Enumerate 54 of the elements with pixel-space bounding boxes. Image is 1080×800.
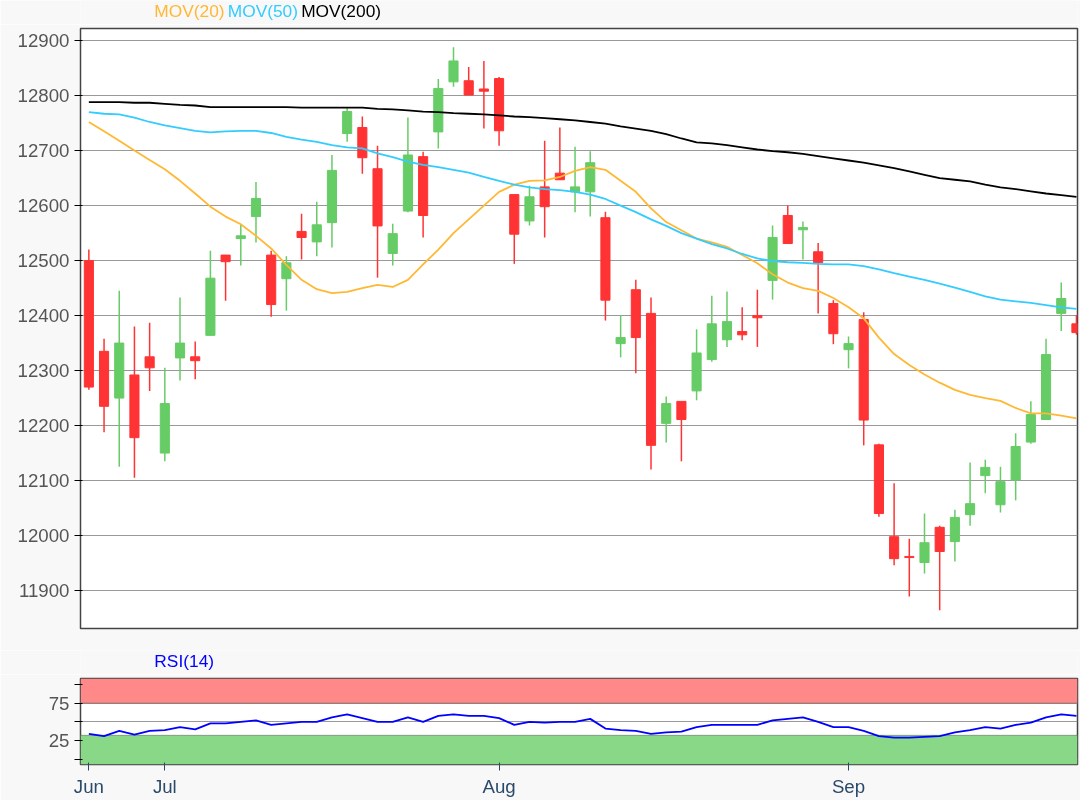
x-tick-label: Jun — [73, 775, 104, 797]
y-tick-label: 25 — [48, 730, 70, 752]
y-tick-label: 12100 — [17, 470, 70, 492]
x-tick-label: Sep — [831, 775, 866, 797]
x-tick-label: Aug — [482, 775, 516, 797]
line-series — [87, 713, 1078, 739]
candlestick — [889, 482, 900, 567]
candlestick — [676, 400, 687, 463]
line-series — [87, 121, 1078, 420]
y-tick-label: 12600 — [17, 195, 70, 217]
text: MOV(20) — [154, 0, 225, 21]
y-tick-label: 12000 — [17, 525, 70, 547]
candlestick — [387, 222, 398, 267]
candlestick — [965, 461, 976, 527]
line-series — [87, 101, 1078, 198]
y-tick-label: 12300 — [17, 360, 70, 382]
candlestick — [615, 314, 626, 359]
candlestick — [220, 254, 231, 302]
candlestick — [904, 538, 915, 598]
candlestick — [235, 224, 246, 267]
candlestick — [296, 213, 307, 261]
text: MOV(200) — [301, 0, 382, 21]
y-tick-label: 12900 — [17, 30, 70, 52]
y-tick-label: 12400 — [17, 305, 70, 327]
candlestick — [843, 335, 854, 370]
candlestick — [463, 66, 474, 96]
y-tick-label: 75 — [48, 692, 70, 714]
y-tick-label: 12200 — [17, 415, 70, 437]
y-tick-label: 11900 — [19, 580, 70, 602]
candlestick — [980, 458, 991, 494]
candlestick — [342, 106, 353, 143]
candlestick — [797, 220, 809, 261]
text: MOV(50) — [227, 0, 299, 21]
candlestick — [813, 242, 824, 315]
candlestick — [174, 296, 186, 382]
candlestick — [281, 255, 292, 312]
candlestick — [661, 395, 672, 444]
candlestick — [250, 181, 262, 244]
y-tick-label: 12500 — [17, 250, 70, 272]
candlestick — [448, 46, 459, 88]
candlestick — [190, 340, 201, 381]
candlestick — [752, 288, 763, 348]
candlestick — [919, 512, 930, 575]
x-tick-label: Jul — [152, 775, 177, 797]
candlestick — [311, 200, 322, 257]
candlestick — [478, 60, 489, 130]
candlestick — [539, 139, 550, 239]
text: RSI(14) — [154, 650, 215, 671]
candlestick — [995, 466, 1006, 514]
candlestick — [737, 306, 748, 342]
y-tick-label: 12800 — [17, 85, 70, 107]
y-tick-label: 12700 — [17, 140, 70, 162]
candlestick — [144, 321, 155, 392]
candlestick — [721, 290, 733, 348]
